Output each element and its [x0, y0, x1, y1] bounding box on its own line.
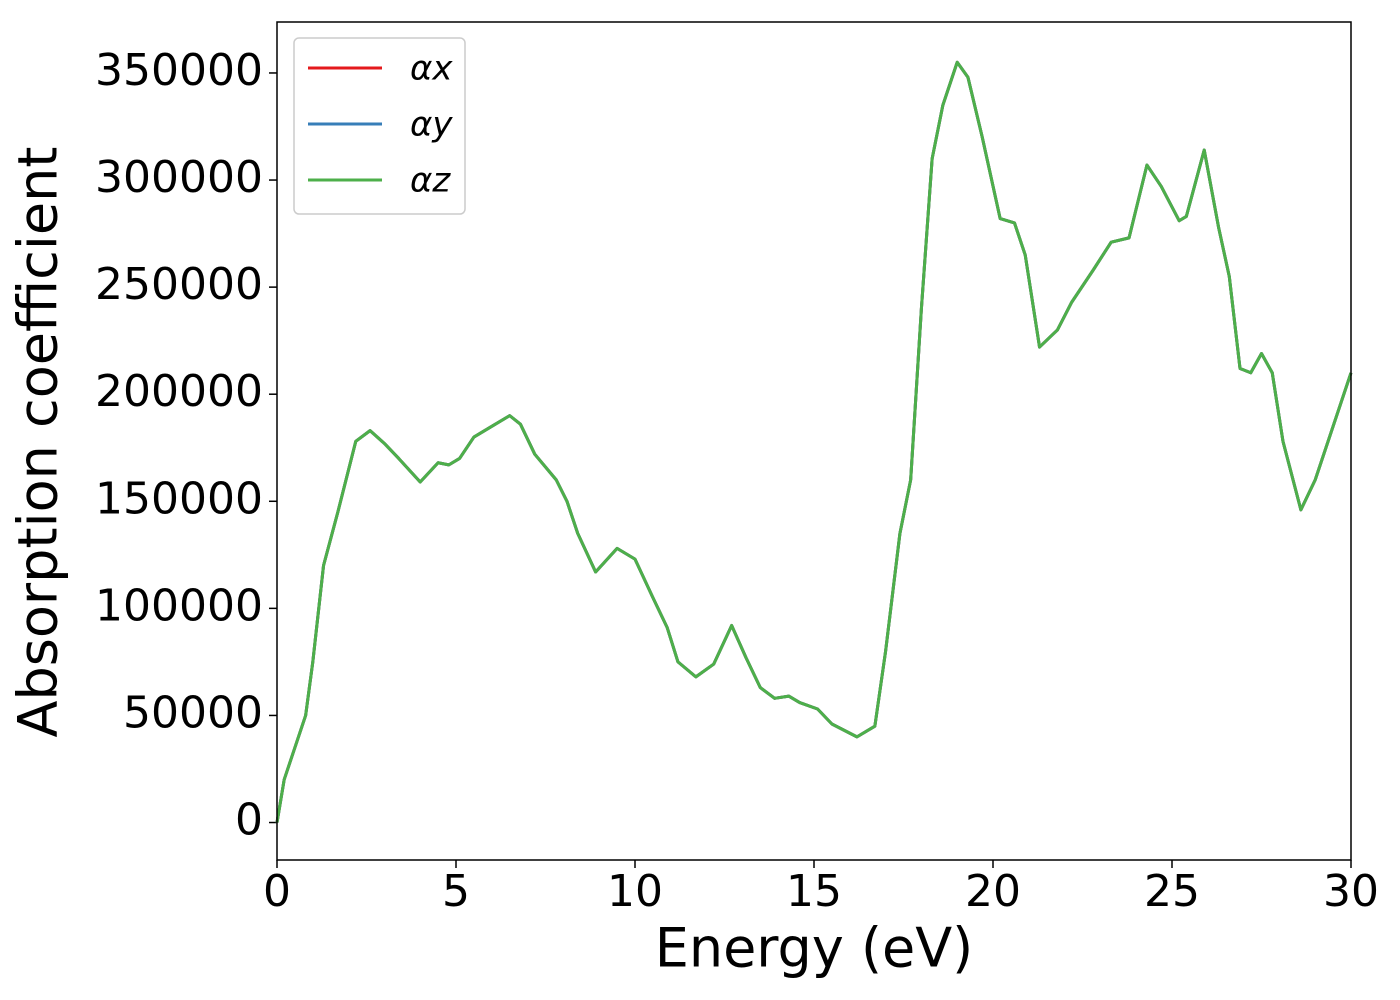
y-tick-label: 50000: [123, 687, 263, 738]
y-tick-label: 100000: [95, 580, 263, 631]
plot-frame: [276, 21, 1352, 861]
legend-box: [293, 37, 466, 215]
x-tick-label: 15: [786, 866, 842, 917]
legend-label: αz: [410, 161, 451, 201]
y-tick-label: 150000: [95, 473, 263, 524]
y-tick-label: 250000: [95, 259, 263, 310]
x-axis-label: Energy (eV): [655, 917, 974, 980]
x-tick-label: 0: [263, 866, 291, 917]
data-line: [275, 60, 1353, 823]
x-tick-label: 5: [442, 866, 470, 917]
x-tick-label: 25: [1144, 866, 1200, 917]
x-tick-label: 30: [1323, 866, 1379, 917]
y-axis-label: Absorption coefficient: [7, 147, 70, 738]
legend-label: αy: [410, 105, 453, 145]
legend-label: αx: [410, 49, 453, 89]
y-tick-label: 300000: [95, 152, 263, 203]
y-tick-label: 0: [235, 795, 263, 846]
x-tick-label: 20: [965, 866, 1021, 917]
y-tick-label: 350000: [95, 45, 263, 96]
y-tick-label: 200000: [95, 366, 263, 417]
x-tick-label: 10: [607, 866, 663, 917]
